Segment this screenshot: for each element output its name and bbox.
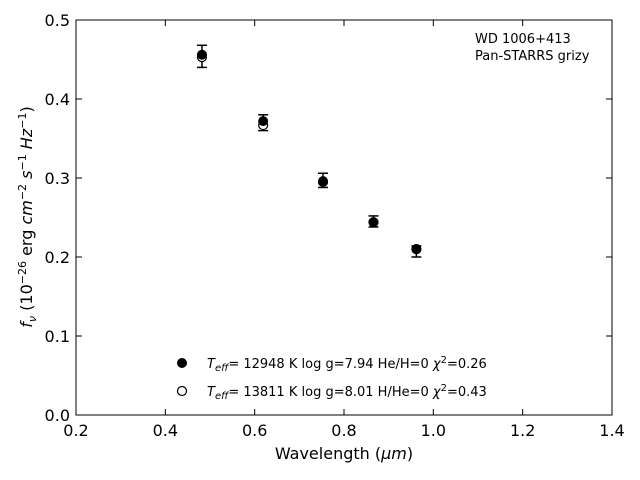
x-axis-title: Wavelength (μm) (275, 444, 413, 463)
plot-area (75, 19, 613, 416)
y-tick-label-0: 0.0 (45, 406, 70, 425)
legend-marker-filled (177, 358, 187, 368)
legend: Teff= 12948 K log g=7.94 He/H=0 χ2=0.26 … (176, 355, 487, 402)
x-tick-label-6: 1.4 (599, 421, 624, 440)
y-tick-label-2: 0.2 (45, 248, 70, 267)
legend-label-2: Teff= 13811 K log g=8.01 H/He=0 χ2=0.43 (207, 383, 487, 402)
filled-marker-0 (196, 49, 207, 60)
filled-marker-2 (318, 176, 329, 187)
y-tick-label-1: 0.1 (45, 327, 70, 346)
filled-marker-4 (411, 244, 422, 255)
x-tick-label-3: 0.8 (331, 421, 356, 440)
annotation-line-2: Pan-STARRS grizy (475, 49, 590, 64)
x-tick-label-2: 0.6 (242, 421, 267, 440)
filled-marker-3 (368, 217, 379, 228)
data-points (196, 44, 422, 258)
y-tick-label-5: 0.5 (45, 11, 70, 30)
legend-label-1: Teff= 12948 K log g=7.94 He/H=0 χ2=0.26 (207, 355, 487, 374)
x-tick-label-4: 1.0 (421, 421, 446, 440)
y-axis-title: fν (10−26 erg cm−2 s−1 Hz−1) (16, 106, 39, 327)
x-tick-label-1: 0.4 (153, 421, 178, 440)
legend-marker-open (176, 385, 188, 397)
ticks: 0.2 0.4 0.6 0.8 1.0 1.2 1.4 0.0 0.1 0.2 0.3 0.4 0.5 (45, 11, 625, 440)
x-tick-label-0: 0.2 (63, 421, 88, 440)
filled-marker-1 (258, 116, 269, 127)
y-tick-label-3: 0.3 (45, 169, 70, 188)
y-tick-label-4: 0.4 (45, 90, 70, 109)
annotation-line-1: WD 1006+413 (475, 32, 571, 47)
x-tick-label-5: 1.2 (510, 421, 535, 440)
